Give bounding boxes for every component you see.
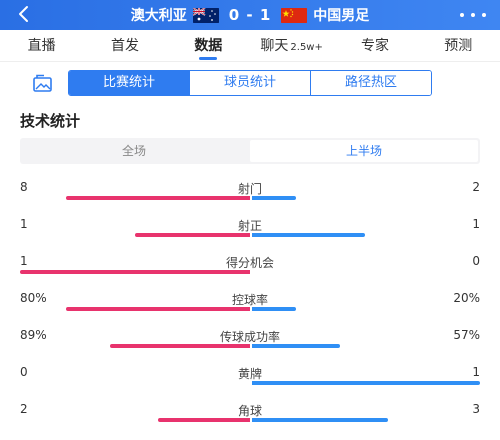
home-stat-value: 89% [20,328,47,342]
stat-row: 8 射门 2 [20,180,480,210]
period-full-match[interactable]: 全场 [121,144,146,158]
away-stat-bar [252,233,365,237]
tab-label: 专家 [360,37,389,54]
stat-row: 1 射正 1 [20,217,480,247]
tab-experts[interactable]: 专家 [333,30,416,62]
away-stat-value: 1 [472,217,480,231]
away-stat-bar [252,418,388,422]
tab-predictions[interactable]: 预测 [417,30,500,62]
more-dot [471,13,475,17]
home-stat-value: 8 [20,180,28,194]
match-scoreline: 澳大利亚 0 - 1 [0,0,500,30]
away-stat-value: 20% [453,291,480,305]
stats-type-segment: 比赛统计 球员统计 路径热区 [68,70,432,96]
stat-row: 89% 传球成功率 57% [20,328,480,358]
stat-name: 射门 [237,182,262,196]
stats-subnav: 比赛统计 球员统计 路径热区 [0,68,500,98]
subtab-player-stats[interactable]: 球员统计 [190,71,311,95]
away-stat-bar [252,344,340,348]
match-header: 澳大利亚 0 - 1 [0,0,500,30]
stat-name: 得分机会 [225,256,274,270]
away-stat-bar [252,381,480,385]
away-stat-value: 2 [472,180,480,194]
away-stat-value: 3 [472,402,480,416]
home-stat-value: 80% [20,291,47,305]
tab-label: 首发 [110,37,139,54]
home-stat-bar [110,344,250,348]
away-stat-bar [252,307,296,311]
more-dot [482,13,486,17]
away-stat-value: 0 [472,254,480,268]
subtab-heatmap[interactable]: 路径热区 [311,71,431,95]
back-icon[interactable] [14,4,34,24]
home-stat-value: 2 [20,402,28,416]
stat-name: 射正 [237,219,262,233]
match-score: 0 - 1 [228,6,272,24]
home-team-name: 澳大利亚 [130,8,187,24]
stat-name: 黄牌 [237,367,262,381]
subtab-match-stats[interactable]: 比赛统计 [69,71,190,95]
australia-flag-icon [192,7,219,23]
period-first-half[interactable]: 上半场 [250,140,478,162]
section-title: 技术统计 [20,112,81,130]
home-stat-bar [158,418,250,422]
tab-live[interactable]: 直播 [0,30,83,62]
tab-label: 数据 [194,37,223,54]
away-stat-bar [252,196,296,200]
tab-lineup[interactable]: 首发 [83,30,166,62]
home-stat-value: 1 [20,217,28,231]
home-stat-bar [135,233,250,237]
stat-row: 1 得分机会 0 [20,254,480,284]
more-options-icon[interactable] [460,8,486,22]
more-dot [460,13,464,17]
chat-count: 2.5w+ [290,41,323,53]
china-flag-icon [281,7,308,23]
tab-label: 预测 [444,37,473,54]
stat-name: 控球率 [231,293,268,307]
away-stat-value: 1 [472,365,480,379]
stat-row: 80% 控球率 20% [20,291,480,321]
stat-name: 角球 [237,404,262,418]
stat-name: 传球成功率 [219,330,280,344]
stat-row: 2 角球 3 [20,402,480,432]
stat-row: 0 黄牌 1 [20,365,480,395]
period-toggle: 全场 上半场 [20,138,480,164]
tab-label: 直播 [27,37,56,54]
tab-chat[interactable]: 聊天 2.5w+ [250,30,333,62]
home-stat-bar [66,196,250,200]
home-stat-value: 1 [20,254,28,268]
home-stat-bar [66,307,250,311]
home-stat-value: 0 [20,365,28,379]
main-tabs: 直播 首发 数据 聊天 2.5w+ 专家 预测 [0,30,500,62]
home-stat-bar [20,270,250,274]
tab-label: 聊天 [260,37,289,54]
tab-data[interactable]: 数据 [167,30,250,62]
away-stat-value: 57% [453,328,480,342]
share-image-icon[interactable] [32,73,54,93]
away-team-name: 中国男足 [313,8,370,24]
